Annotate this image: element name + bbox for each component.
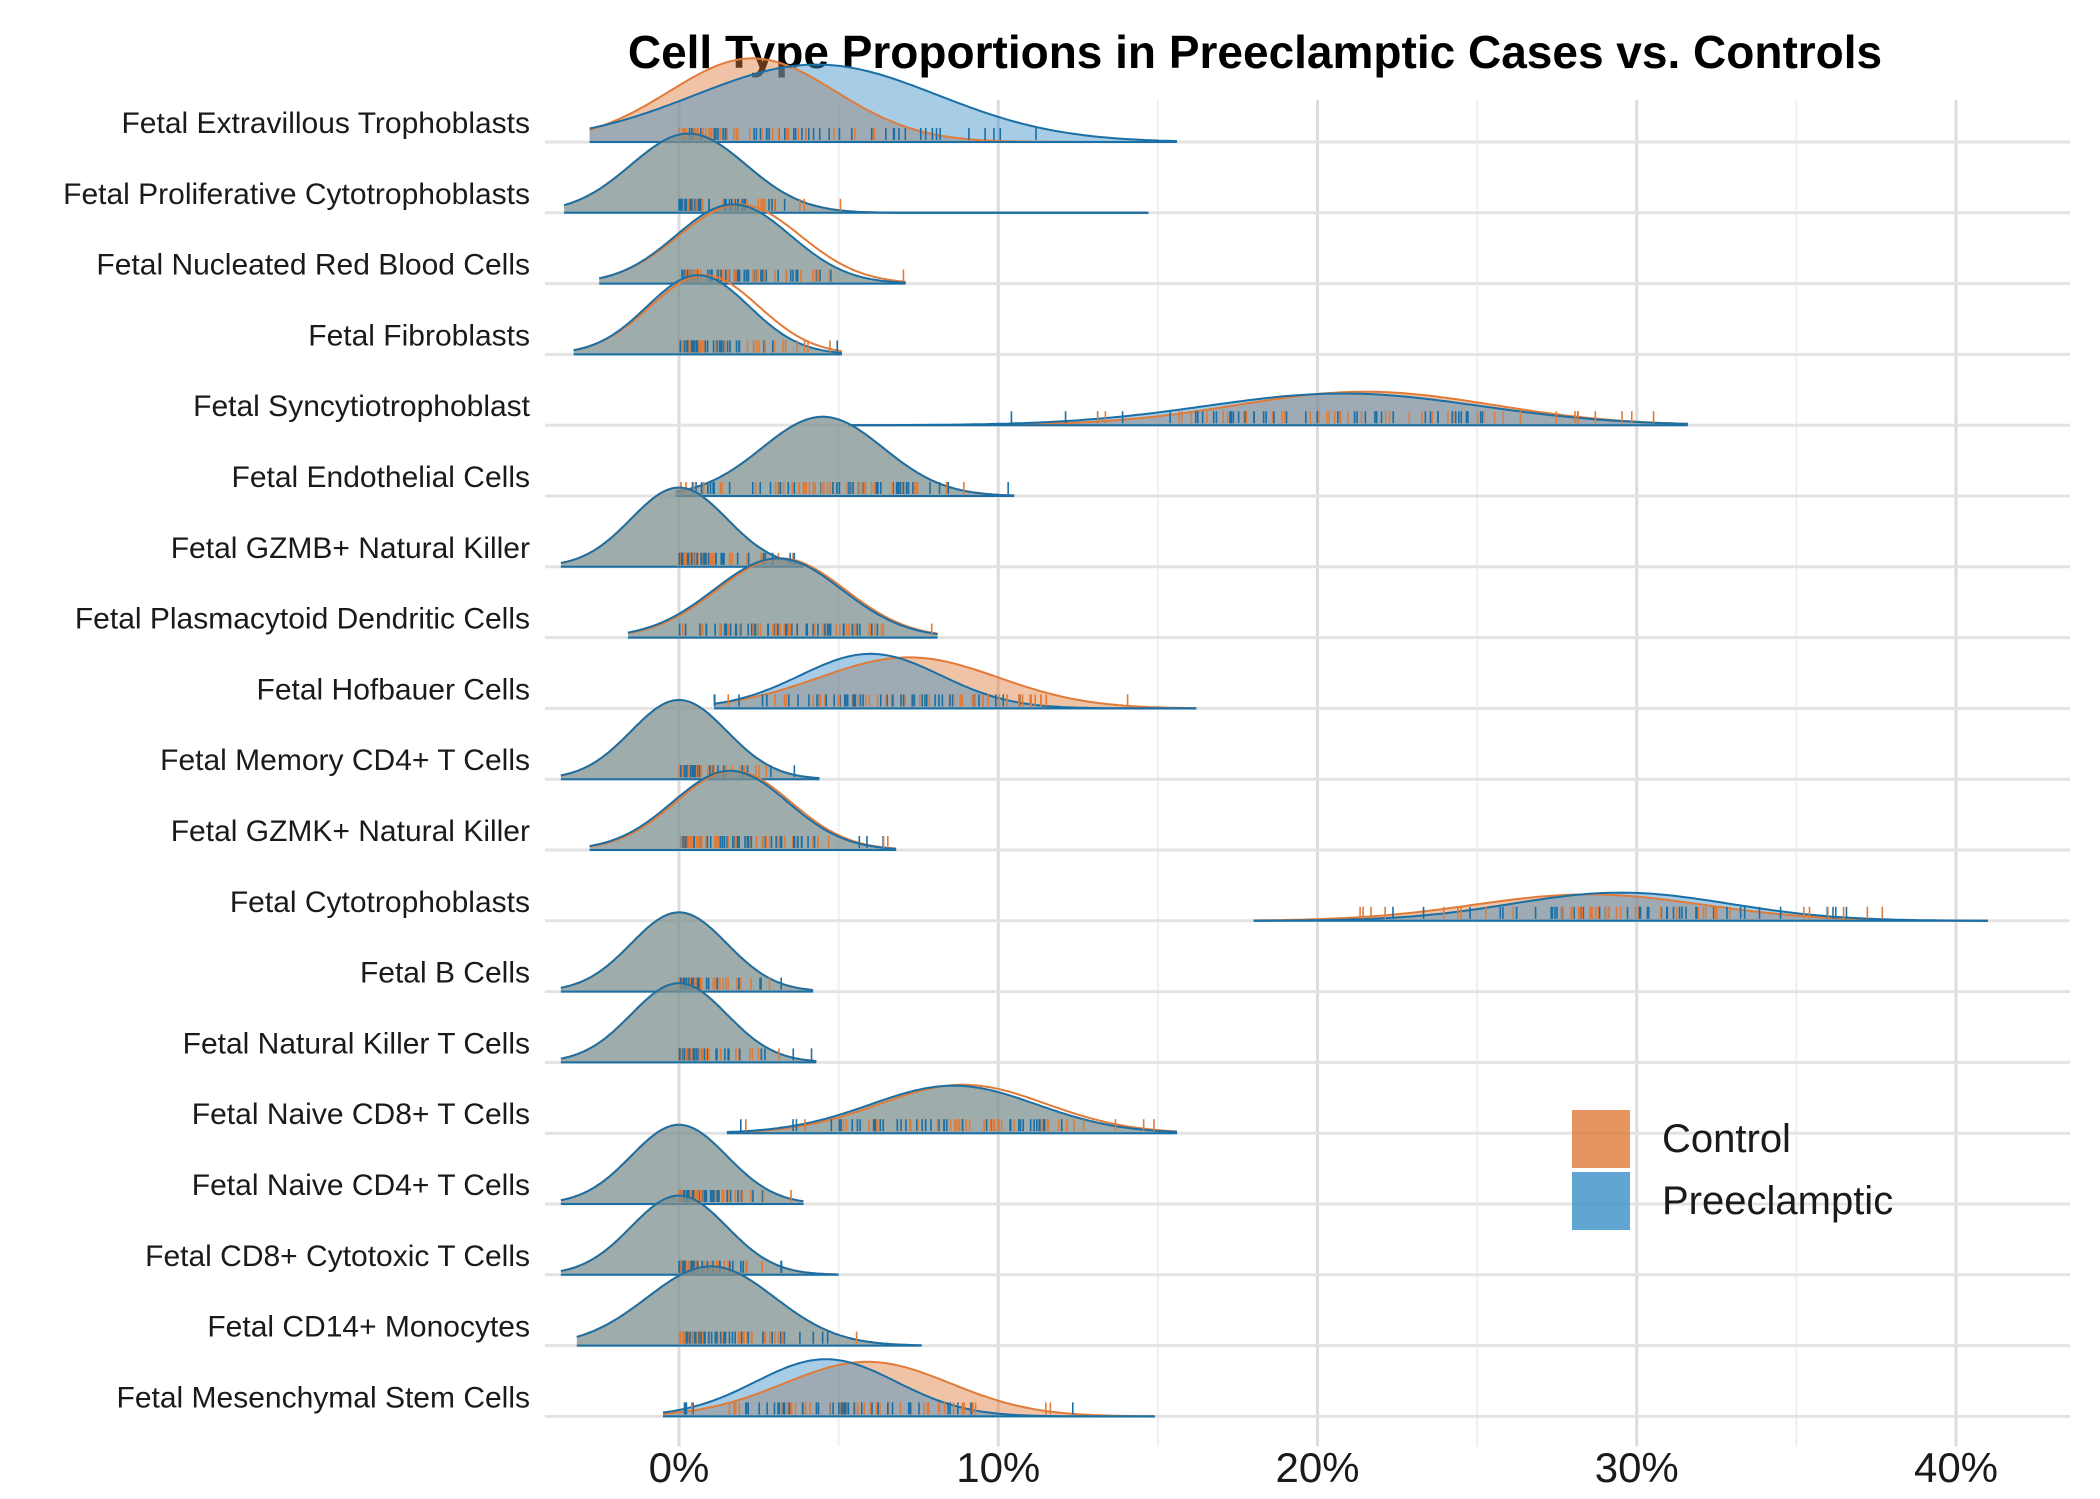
ridge-row — [713, 652, 1197, 710]
density-overlap — [560, 700, 820, 780]
ridge-row — [563, 132, 1149, 214]
density-line-preeclamptic — [560, 699, 820, 780]
legend: Control Preeclamptic — [1572, 1110, 1893, 1230]
y-axis-labels: Fetal Extravillous Trophoblasts Fetal Pro… — [63, 107, 531, 1414]
density-line-control — [714, 656, 1197, 710]
density-overlap — [627, 558, 938, 638]
rug-ticks — [678, 552, 796, 565]
density-line-preeclamptic — [560, 1194, 839, 1276]
density-overlap — [675, 416, 1015, 496]
y-axis-label: Fetal Proliferative Cytotrophoblasts — [63, 178, 530, 211]
density-line-preeclamptic — [576, 1265, 922, 1347]
x-tick-label: 20% — [1275, 1444, 1359, 1491]
grid-layer — [545, 100, 2070, 1447]
ridge-row — [589, 769, 897, 851]
x-tick-label: 30% — [1595, 1444, 1679, 1491]
density-preeclamptic — [1253, 892, 1988, 921]
density-overlap — [589, 770, 897, 850]
ridge-row — [675, 415, 1015, 497]
density-line-preeclamptic — [726, 1084, 1178, 1134]
ridge-row — [576, 1265, 922, 1347]
density-preeclamptic — [663, 1359, 1155, 1417]
y-axis-label: Fetal Hofbauer Cells — [257, 673, 530, 706]
y-axis-label: Fetal Plasmacytoid Dendritic Cells — [75, 603, 530, 636]
y-axis-label: Fetal Endothelial Cells — [232, 461, 531, 494]
y-axis-label: Fetal Naive CD8+ T Cells — [192, 1098, 530, 1131]
ridge-row — [598, 203, 906, 285]
density-overlap — [564, 133, 1149, 213]
rug-ticks — [678, 1331, 858, 1344]
rug-ticks — [678, 1048, 813, 1061]
density-line-preeclamptic — [560, 911, 814, 991]
legend-label-preeclamptic: Preeclamptic — [1662, 1179, 1893, 1223]
density-overlap — [573, 275, 842, 355]
ridge-row — [560, 1194, 839, 1276]
density-control — [663, 1361, 1155, 1417]
density-line-preeclamptic — [848, 392, 1688, 427]
rug-ticks — [678, 340, 839, 353]
y-axis-label: Fetal GZMK+ Natural Killer — [171, 815, 530, 848]
y-axis-label: Fetal CD14+ Monocytes — [207, 1311, 530, 1344]
y-axis-label: Fetal Syncytiotrophoblast — [193, 390, 531, 423]
density-line-preeclamptic — [675, 415, 1015, 497]
x-tick-label: 0% — [649, 1444, 710, 1491]
x-tick-label: 40% — [1914, 1444, 1998, 1491]
rug-ticks — [740, 1119, 1155, 1132]
rug-ticks — [678, 623, 933, 636]
y-axis-label: Fetal Mesenchymal Stem Cells — [117, 1381, 530, 1414]
ridge-row — [560, 982, 817, 1064]
ridge-row — [726, 1083, 1178, 1135]
density-overlap — [560, 983, 817, 1063]
y-axis-label: Fetal Fibroblasts — [308, 319, 530, 352]
y-axis-label: Fetal Nucleated Red Blood Cells — [96, 249, 530, 282]
ridge-row — [627, 557, 938, 639]
ridge-row — [848, 390, 1688, 427]
density-overlap — [599, 204, 906, 284]
y-axis-label: Fetal CD8+ Cytotoxic T Cells — [145, 1240, 530, 1273]
y-axis-label: Fetal B Cells — [360, 957, 530, 990]
ridge-row — [1253, 891, 1988, 922]
y-axis-label: Fetal Cytotrophoblasts — [230, 886, 530, 919]
density-line-preeclamptic — [560, 486, 804, 566]
y-axis-label: Fetal Extravillous Trophoblasts — [121, 107, 530, 140]
y-axis-label: Fetal Naive CD4+ T Cells — [192, 1169, 530, 1202]
density-line-preeclamptic — [589, 63, 1178, 143]
ridge-row — [560, 699, 820, 781]
rug-ticks — [713, 694, 1129, 707]
rug-ticks — [1359, 906, 1884, 919]
ridge-row — [560, 1123, 804, 1205]
density-overlap — [560, 1124, 804, 1204]
rug-ticks — [683, 1402, 1074, 1415]
density-overlap — [560, 912, 814, 992]
y-axis-label: Fetal Natural Killer T Cells — [183, 1027, 530, 1060]
density-line-preeclamptic — [598, 203, 906, 284]
density-line-preeclamptic — [560, 1123, 804, 1203]
rug-ticks — [1010, 411, 1655, 424]
ridge-row — [560, 486, 804, 568]
density-line-preeclamptic — [627, 557, 938, 636]
ridge-row — [560, 911, 814, 993]
x-axis-ticks: 0% 10% 20% 30% 40% — [649, 1444, 1998, 1491]
legend-label-control: Control — [1662, 1117, 1791, 1161]
y-axis-label: Fetal Memory CD4+ T Cells — [160, 744, 530, 777]
ridge-row — [573, 274, 842, 356]
density-overlap — [560, 487, 804, 567]
density-line-preeclamptic — [1253, 891, 1988, 922]
x-tick-label: 10% — [956, 1444, 1040, 1491]
density-line-preeclamptic — [589, 769, 897, 850]
legend-swatch-preeclamptic — [1572, 1172, 1630, 1230]
rug-ticks — [680, 836, 889, 848]
density-line-preeclamptic — [560, 982, 817, 1063]
density-preeclamptic — [589, 64, 1178, 142]
ridge-layer — [560, 57, 1988, 1418]
ridge-row — [662, 1358, 1155, 1418]
legend-swatch-control — [1572, 1110, 1630, 1168]
y-axis-label: Fetal GZMB+ Natural Killer — [171, 532, 530, 565]
density-overlap — [560, 1195, 839, 1275]
ridge-row — [589, 57, 1178, 143]
chart-title: Cell Type Proportions in Preeclamptic Ca… — [628, 26, 1882, 78]
